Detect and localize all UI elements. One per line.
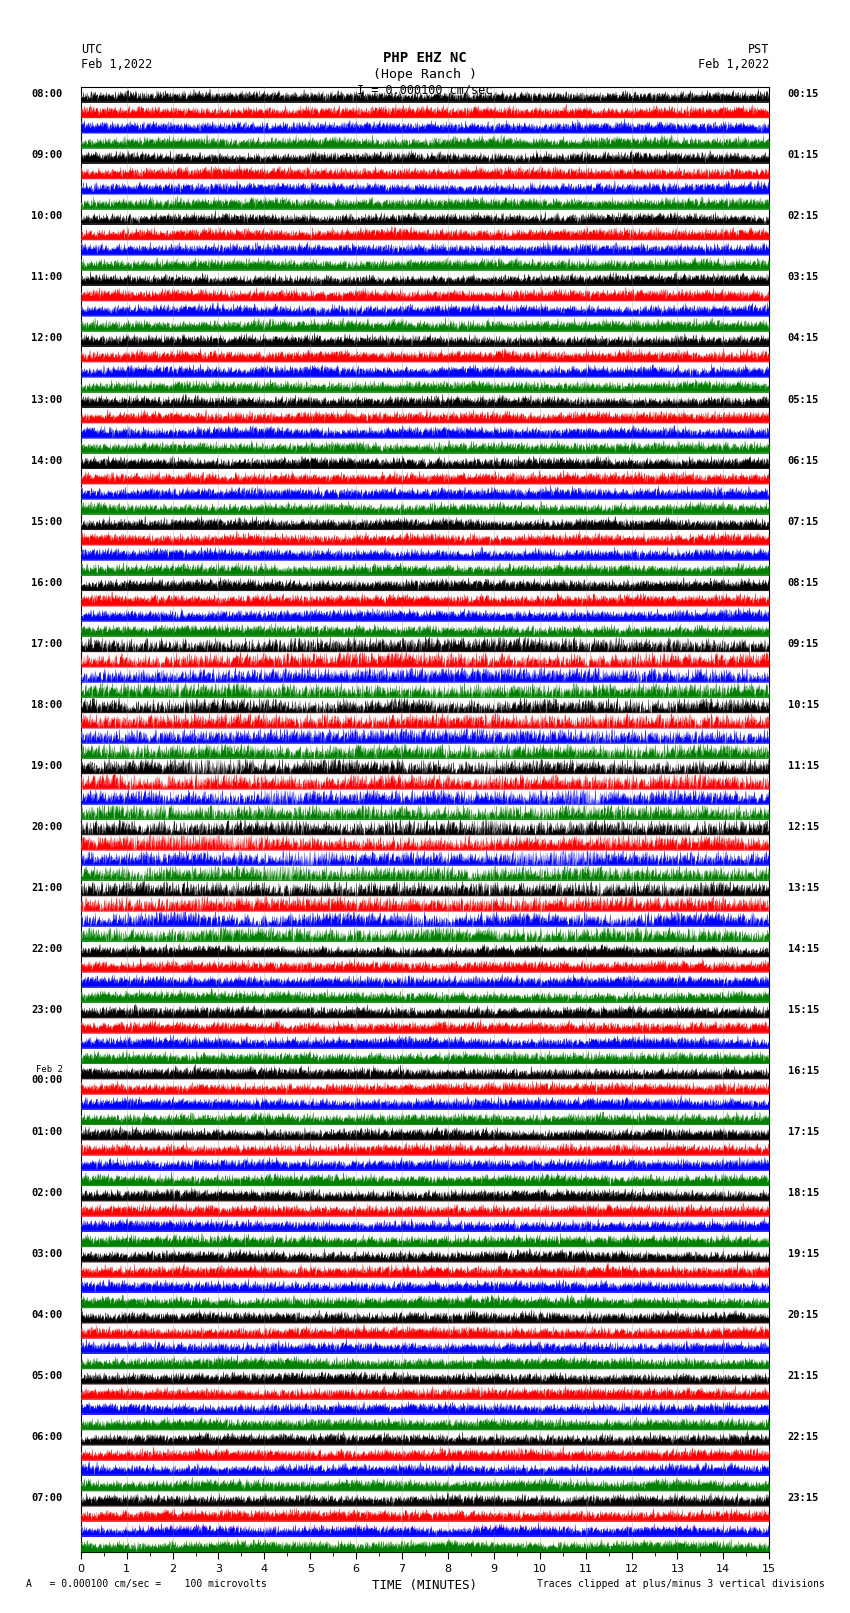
Text: Traces clipped at plus/minus 3 vertical divisions: Traces clipped at plus/minus 3 vertical … (536, 1579, 824, 1589)
Text: PST: PST (748, 44, 769, 56)
Text: 12:15: 12:15 (788, 821, 819, 832)
Text: Feb 1,2022: Feb 1,2022 (698, 58, 769, 71)
Text: UTC: UTC (81, 44, 102, 56)
Text: 06:00: 06:00 (31, 1432, 62, 1442)
Text: 04:00: 04:00 (31, 1310, 62, 1319)
Text: 23:15: 23:15 (788, 1494, 819, 1503)
Text: 07:00: 07:00 (31, 1494, 62, 1503)
Text: 04:15: 04:15 (788, 334, 819, 344)
Text: 01:00: 01:00 (31, 1127, 62, 1137)
Text: 05:15: 05:15 (788, 395, 819, 405)
Text: 05:00: 05:00 (31, 1371, 62, 1381)
Text: 19:15: 19:15 (788, 1248, 819, 1258)
Text: 12:00: 12:00 (31, 334, 62, 344)
Text: 18:00: 18:00 (31, 700, 62, 710)
Text: I = 0.000100 cm/sec: I = 0.000100 cm/sec (357, 84, 493, 97)
X-axis label: TIME (MINUTES): TIME (MINUTES) (372, 1579, 478, 1592)
Text: 14:00: 14:00 (31, 455, 62, 466)
Text: 14:15: 14:15 (788, 944, 819, 953)
Text: 09:15: 09:15 (788, 639, 819, 648)
Text: 10:15: 10:15 (788, 700, 819, 710)
Text: 00:15: 00:15 (788, 89, 819, 100)
Text: 00:00: 00:00 (31, 1074, 62, 1086)
Text: 08:00: 08:00 (31, 89, 62, 100)
Text: 02:00: 02:00 (31, 1187, 62, 1198)
Text: 13:00: 13:00 (31, 395, 62, 405)
Text: 11:15: 11:15 (788, 761, 819, 771)
Text: 07:15: 07:15 (788, 516, 819, 526)
Text: (Hope Ranch ): (Hope Ranch ) (373, 68, 477, 81)
Text: 15:00: 15:00 (31, 516, 62, 526)
Text: Feb 1,2022: Feb 1,2022 (81, 58, 152, 71)
Text: 21:00: 21:00 (31, 882, 62, 892)
Text: 08:15: 08:15 (788, 577, 819, 587)
Text: 16:00: 16:00 (31, 577, 62, 587)
Text: 21:15: 21:15 (788, 1371, 819, 1381)
Text: 22:15: 22:15 (788, 1432, 819, 1442)
Text: 13:15: 13:15 (788, 882, 819, 892)
Text: 02:15: 02:15 (788, 211, 819, 221)
Text: 22:00: 22:00 (31, 944, 62, 953)
Text: 10:00: 10:00 (31, 211, 62, 221)
Text: 16:15: 16:15 (788, 1066, 819, 1076)
Text: A   = 0.000100 cm/sec =    100 microvolts: A = 0.000100 cm/sec = 100 microvolts (26, 1579, 266, 1589)
Text: Feb 2: Feb 2 (36, 1065, 62, 1074)
Text: 17:00: 17:00 (31, 639, 62, 648)
Text: 20:15: 20:15 (788, 1310, 819, 1319)
Text: 20:00: 20:00 (31, 821, 62, 832)
Text: 17:15: 17:15 (788, 1127, 819, 1137)
Text: 06:15: 06:15 (788, 455, 819, 466)
Text: PHP EHZ NC: PHP EHZ NC (383, 50, 467, 65)
Text: 15:15: 15:15 (788, 1005, 819, 1015)
Text: 09:00: 09:00 (31, 150, 62, 160)
Text: 11:00: 11:00 (31, 273, 62, 282)
Text: 01:15: 01:15 (788, 150, 819, 160)
Text: 23:00: 23:00 (31, 1005, 62, 1015)
Text: 03:00: 03:00 (31, 1248, 62, 1258)
Text: 03:15: 03:15 (788, 273, 819, 282)
Text: 19:00: 19:00 (31, 761, 62, 771)
Text: 18:15: 18:15 (788, 1187, 819, 1198)
